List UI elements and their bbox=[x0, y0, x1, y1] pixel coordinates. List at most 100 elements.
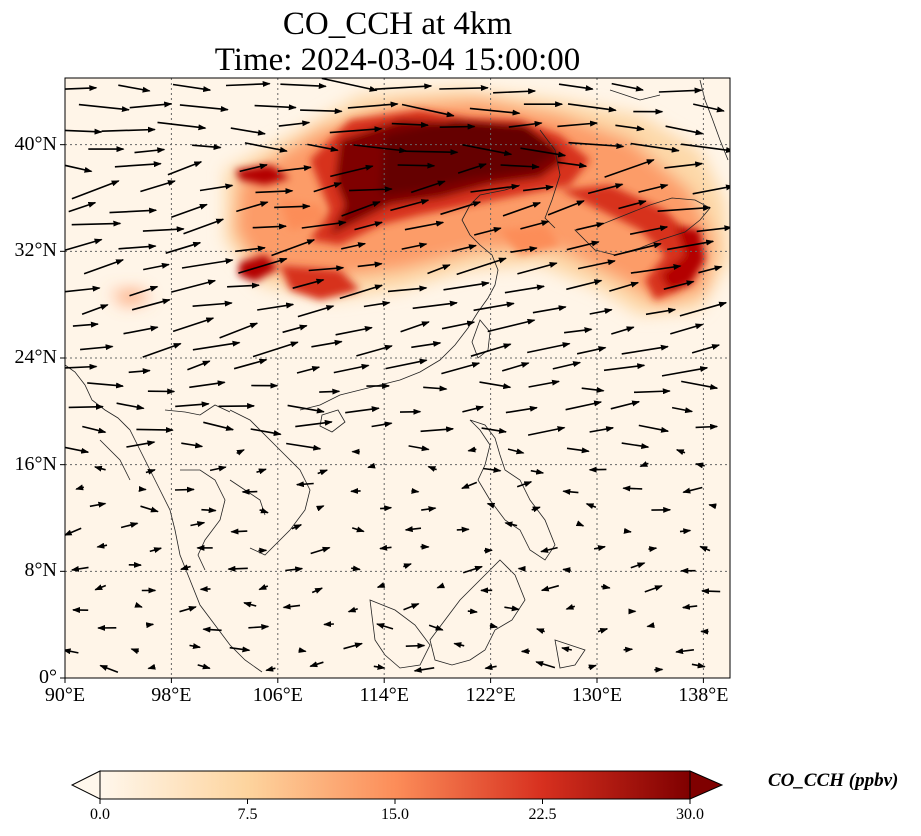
wind-arrow bbox=[657, 205, 711, 212]
lon-tick-label: 122°E bbox=[465, 684, 516, 706]
wind-arrow bbox=[89, 501, 107, 508]
wind-arrow bbox=[439, 123, 476, 130]
wind-arrow bbox=[587, 183, 624, 195]
wind-arrow bbox=[681, 380, 719, 390]
lon-tick-label: 130°E bbox=[571, 684, 623, 706]
wind-arrow bbox=[423, 385, 448, 392]
colorbar bbox=[70, 770, 724, 804]
wind-arrow bbox=[229, 646, 251, 653]
gridlines bbox=[65, 78, 730, 678]
wind-arrow bbox=[535, 628, 545, 635]
wind-arrow bbox=[540, 546, 558, 553]
wind-arrow bbox=[248, 623, 270, 630]
wind-arrow bbox=[593, 545, 606, 552]
wind-arrow bbox=[238, 257, 288, 274]
wind-arrow bbox=[420, 426, 455, 433]
wind-arrow bbox=[385, 358, 428, 370]
wind-arrow bbox=[601, 583, 611, 590]
wind-arrow bbox=[278, 120, 311, 127]
lat-tick-label: 16°N bbox=[14, 452, 57, 475]
wind-arrow bbox=[285, 566, 304, 573]
wind-arrow bbox=[134, 602, 143, 608]
wind-arrow bbox=[367, 462, 376, 469]
wind-arrow bbox=[611, 82, 644, 92]
wind-arrow bbox=[65, 128, 103, 135]
wind-arrow bbox=[408, 445, 430, 452]
wind-arrow bbox=[329, 126, 383, 134]
wind-arrow bbox=[244, 142, 288, 153]
wind-arrow bbox=[427, 465, 437, 472]
wind-arrow bbox=[576, 346, 607, 355]
wind-arrow bbox=[564, 327, 593, 334]
wind-arrow bbox=[638, 183, 669, 193]
wind-arrow bbox=[227, 282, 260, 289]
lon-tick-label: 114°E bbox=[359, 684, 409, 706]
wind-arrow bbox=[189, 380, 226, 389]
wind-arrow bbox=[562, 488, 579, 495]
wind-arrow bbox=[589, 308, 613, 315]
wind-arrow bbox=[610, 400, 641, 410]
wind-arrow bbox=[71, 180, 120, 200]
wind-arrow bbox=[679, 301, 728, 317]
wind-arrow bbox=[292, 278, 325, 289]
wind-arrow bbox=[282, 324, 308, 334]
wind-arrow bbox=[180, 564, 191, 571]
wind-arrow bbox=[70, 565, 89, 572]
wind-arrow bbox=[189, 643, 201, 650]
wind-arrow bbox=[129, 101, 173, 109]
wind-arrow bbox=[171, 203, 208, 219]
wind-arrow bbox=[65, 527, 82, 536]
wind-arrow bbox=[94, 584, 107, 591]
wind-arrow bbox=[401, 103, 455, 118]
wind-arrow bbox=[576, 222, 605, 231]
wind-arrow bbox=[235, 245, 266, 253]
wind-arrow bbox=[376, 582, 386, 589]
wind-arrow bbox=[565, 603, 576, 610]
wind-arrow bbox=[658, 87, 703, 94]
wind-arrow bbox=[618, 200, 647, 210]
colorbar-tick-label: 22.5 bbox=[528, 806, 557, 823]
wind-arrow bbox=[520, 147, 567, 158]
wind-arrow bbox=[639, 461, 649, 468]
wind-arrow bbox=[311, 339, 343, 348]
wind-arrow bbox=[581, 386, 605, 393]
wind-arrow bbox=[130, 648, 140, 655]
wind-arrow bbox=[403, 603, 420, 611]
wind-arrow bbox=[413, 666, 435, 673]
wind-arrow bbox=[661, 366, 709, 377]
wind-arrow bbox=[99, 664, 119, 674]
wind-arrow bbox=[145, 468, 156, 475]
wind-arrow bbox=[309, 661, 324, 668]
wind-arrow bbox=[256, 468, 267, 475]
wind-arrow bbox=[96, 542, 108, 549]
wind-arrow bbox=[341, 242, 367, 250]
wind-arrow bbox=[187, 360, 211, 371]
wind-arrow bbox=[239, 163, 268, 173]
wind-arrow bbox=[313, 182, 343, 193]
wind-arrow bbox=[473, 226, 502, 236]
wind-arrow bbox=[351, 565, 361, 572]
wind-arrow bbox=[461, 481, 478, 490]
wind-arrow bbox=[307, 143, 339, 152]
wind-arrow bbox=[65, 363, 98, 370]
wind-arrow bbox=[528, 379, 560, 388]
wind-arrow bbox=[638, 424, 670, 433]
wind-arrow bbox=[630, 264, 682, 274]
wind-arrow bbox=[300, 108, 343, 115]
wind-arrow bbox=[575, 520, 585, 527]
wind-arrow bbox=[255, 188, 294, 195]
wind-arrow bbox=[315, 505, 325, 512]
wind-arrow bbox=[202, 626, 222, 633]
wind-arrow bbox=[116, 402, 145, 411]
wind-arrow bbox=[664, 161, 704, 169]
wind-arrow bbox=[701, 588, 721, 595]
wind-arrow bbox=[192, 144, 222, 151]
wind-arrow bbox=[508, 120, 543, 128]
wind-arrow bbox=[648, 546, 658, 553]
wind-arrow bbox=[93, 465, 106, 472]
wind-arrow bbox=[621, 442, 650, 450]
wind-arrow bbox=[501, 362, 530, 372]
wind-arrow bbox=[482, 466, 502, 473]
lat-tick-label: 40°N bbox=[14, 132, 57, 155]
wind-arrow bbox=[65, 85, 98, 92]
